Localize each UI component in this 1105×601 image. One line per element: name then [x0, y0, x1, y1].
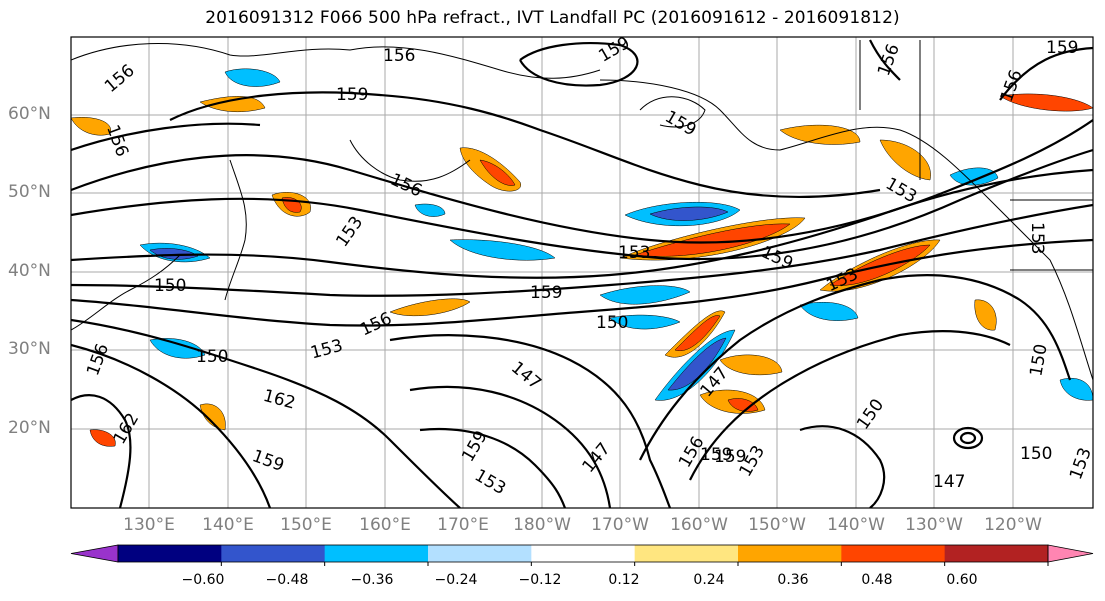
colorbar-segment — [428, 545, 532, 562]
colorbar-segment — [738, 545, 842, 562]
fill-orange — [389, 298, 471, 317]
colorbar-tick: −0.48 — [265, 572, 309, 588]
lon-label: 140°E — [202, 515, 254, 535]
fill-orange — [974, 299, 997, 331]
colorbar-extend-min — [70, 544, 119, 563]
contour-label: 159 — [530, 283, 562, 303]
graticule — [71, 37, 1093, 508]
colorbar-segment — [324, 545, 429, 562]
contour-label: 153 — [1027, 222, 1047, 254]
colorbar-tick: −0.36 — [350, 572, 394, 588]
fill-blue — [224, 68, 281, 87]
colorbar-tick: −0.24 — [434, 572, 478, 588]
fill-red — [727, 398, 759, 412]
colorbar-segment — [118, 545, 222, 562]
colorbar-segment — [531, 545, 636, 562]
plot-title: 2016091312 F066 500 hPa refract., IVT La… — [205, 8, 900, 28]
contour-label: 150 — [1020, 444, 1052, 464]
lat-label: 60°N — [8, 104, 51, 124]
lon-label: 160°W — [670, 515, 728, 535]
fill-blue — [609, 314, 681, 330]
fill-navy — [667, 337, 727, 391]
lon-label: 170°E — [437, 515, 489, 535]
lon-label: 120°W — [984, 515, 1042, 535]
fill-orange — [719, 354, 783, 376]
contour-label: 147 — [933, 472, 965, 492]
lon-label: 150°W — [748, 515, 806, 535]
lon-label: 170°W — [591, 515, 649, 535]
fill-red — [89, 429, 116, 447]
fill-blue — [1059, 377, 1093, 401]
fill-red — [634, 223, 791, 257]
fill-orange — [199, 403, 226, 431]
lon-label: 150°E — [280, 515, 332, 535]
colorbar-segment — [634, 545, 739, 562]
fill-blue — [149, 338, 206, 359]
contour-label: 159 — [1046, 38, 1078, 58]
contour-label: 156 — [383, 46, 415, 66]
colorbar-segment — [221, 545, 326, 562]
colorbar-extend-max — [1047, 544, 1094, 563]
lat-label: 20°N — [8, 418, 51, 438]
fill-blue — [799, 302, 859, 321]
fill-navy — [649, 206, 729, 221]
fill-red — [479, 159, 516, 186]
fill-orange — [879, 139, 931, 181]
contour-label: 159 — [336, 85, 368, 105]
fill-red — [674, 315, 721, 352]
colorbar-outline — [117, 544, 1049, 563]
contour-label: 150 — [154, 276, 186, 296]
colorbar-segment — [944, 545, 1049, 562]
lat-label: 50°N — [8, 182, 51, 202]
fill-navy — [149, 248, 199, 260]
fill-blue — [414, 203, 446, 217]
lon-label: 130°W — [905, 515, 963, 535]
fill-blue — [599, 285, 691, 305]
colorbar-tick: 0.60 — [946, 572, 978, 588]
lat-label: 30°N — [8, 339, 51, 359]
fill-orange — [199, 96, 266, 113]
colorbar-tick: 0.48 — [861, 572, 893, 588]
fill-blue — [449, 239, 556, 261]
colorbar — [70, 544, 1094, 566]
colorbar-tick: 0.36 — [777, 572, 809, 588]
contour-label: 159 — [714, 447, 746, 467]
colorbar-segment — [841, 545, 946, 562]
contour-label: 150 — [196, 347, 228, 367]
lon-label: 160°E — [359, 515, 411, 535]
colorbar-tick: −0.60 — [181, 572, 225, 588]
colorbar-tick: −0.12 — [518, 572, 562, 588]
fill-orange — [71, 117, 111, 136]
fill-orange — [779, 124, 861, 145]
contour-label: 153 — [618, 243, 650, 263]
contour-label: 159 — [700, 445, 732, 465]
lon-label: 130°E — [123, 515, 175, 535]
colorbar-tick: 0.24 — [693, 572, 725, 588]
fill-red — [999, 93, 1093, 112]
lon-label: 180°W — [513, 515, 571, 535]
contour-label: 150 — [596, 313, 628, 333]
lon-label: 140°W — [827, 515, 885, 535]
contours — [71, 39, 1093, 508]
lat-label: 40°N — [8, 261, 51, 281]
coastlines — [71, 40, 1093, 381]
colorbar-tick: 0.12 — [608, 572, 640, 588]
